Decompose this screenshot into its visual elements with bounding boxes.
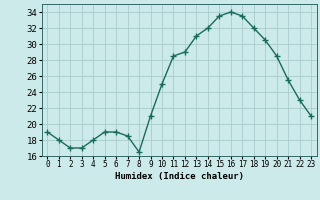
X-axis label: Humidex (Indice chaleur): Humidex (Indice chaleur) [115,172,244,181]
